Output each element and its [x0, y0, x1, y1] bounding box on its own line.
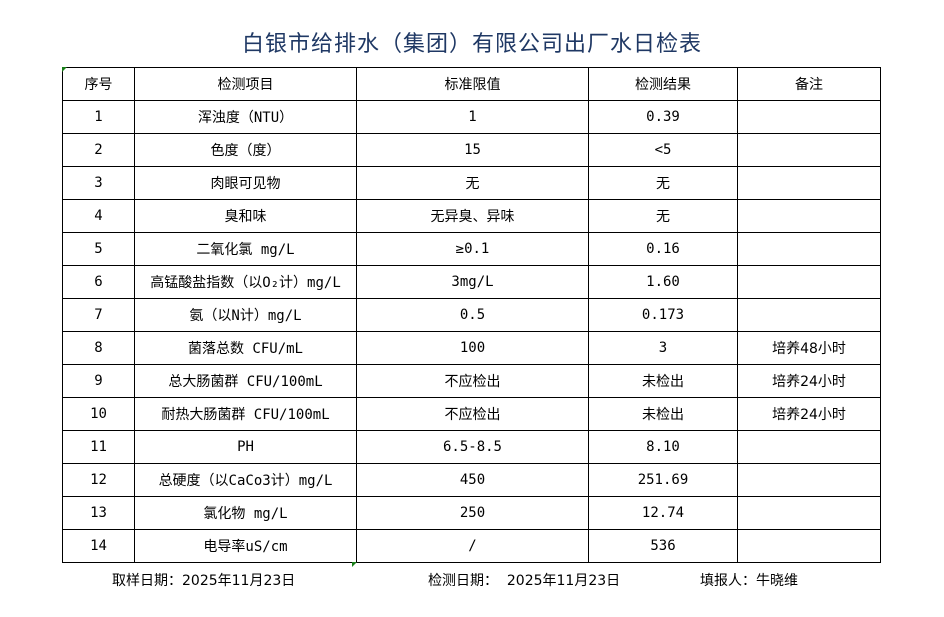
cell-marker-icon	[352, 562, 357, 567]
inspection-table: 序号 检测项目 标准限值 检测结果 备注 1 浑浊度（NTU） 1 0.39 2 色度（度…	[62, 67, 881, 563]
cell-result: 12.74	[588, 496, 738, 530]
cell-index: 9	[62, 364, 135, 398]
cell-index: 2	[62, 133, 135, 167]
cell-index: 4	[62, 199, 135, 233]
cell-remark	[737, 199, 881, 233]
table-row: 3 肉眼可见物无无	[62, 166, 881, 200]
cell-marker-icon	[62, 67, 67, 72]
table-row: 11 PH 6.5-8.5 8.10	[62, 430, 881, 464]
cell-remark	[737, 529, 881, 563]
cell-standard-limit: 不应检出	[356, 364, 589, 398]
cell-index: 11	[62, 430, 135, 464]
cell-standard-limit: 1	[356, 100, 589, 134]
reporter: 填报人：牛晓维	[700, 573, 798, 589]
cell-index: 14	[62, 529, 135, 563]
cell-remark	[737, 133, 881, 167]
cell-standard-limit: ≥0.1	[356, 232, 589, 266]
cell-remark: 培养48小时	[737, 331, 881, 365]
cell-result: 0.39	[588, 100, 738, 134]
cell-item: 浑浊度（NTU）	[134, 100, 357, 134]
cell-remark	[737, 166, 881, 200]
cell-item: 总大肠菌群 CFU/100mL	[134, 364, 357, 398]
cell-index: 8	[62, 331, 135, 365]
table-row: 5 二氧化氯 mg/L ≥0.1 0.16	[62, 232, 881, 266]
cell-index: 10	[62, 397, 135, 431]
cell-standard-limit: 450	[356, 463, 589, 497]
header-cell: 序号	[62, 67, 135, 101]
cell-index: 6	[62, 265, 135, 299]
cell-standard-limit: 3mg/L	[356, 265, 589, 299]
cell-item: 臭和味	[134, 199, 357, 233]
cell-item: 耐热大肠菌群 CFU/100mL	[134, 397, 357, 431]
cell-remark	[737, 463, 881, 497]
cell-remark: 培养24小时	[737, 397, 881, 431]
cell-item: 色度（度）	[134, 133, 357, 167]
cell-index: 5	[62, 232, 135, 266]
cell-remark	[737, 100, 881, 134]
cell-item: 总硬度（以CaCo3计）mg/L	[134, 463, 357, 497]
cell-remark: 培养24小时	[737, 364, 881, 398]
cell-item: 高锰酸盐指数（以O₂计）mg/L	[134, 265, 357, 299]
cell-standard-limit: 无异臭、异味	[356, 199, 589, 233]
table-row: 4 臭和味 无异臭、异味无	[62, 199, 881, 233]
table-header-row: 序号 检测项目 标准限值 检测结果 备注	[62, 67, 881, 101]
table-row: 9 总大肠菌群 CFU/100mL 不应检出 未检出 培养24小时	[62, 364, 881, 398]
header-cell: 检测结果	[588, 67, 738, 101]
cell-result: <5	[588, 133, 738, 167]
cell-standard-limit: 100	[356, 331, 589, 365]
cell-result: 536	[588, 529, 738, 563]
cell-item: 氯化物 mg/L	[134, 496, 357, 530]
cell-index: 12	[62, 463, 135, 497]
cell-result: 1.60	[588, 265, 738, 299]
cell-remark	[737, 430, 881, 464]
cell-remark	[737, 496, 881, 530]
cell-result: 未检出	[588, 397, 738, 431]
cell-item: PH	[134, 430, 357, 464]
header-cell: 检测项目	[134, 67, 357, 101]
cell-standard-limit: 250	[356, 496, 589, 530]
cell-item: 氨（以N计）mg/L	[134, 298, 357, 332]
table-row: 6 高锰酸盐指数（以O₂计）mg/L 3mg/L 1.60	[62, 265, 881, 299]
cell-result: 未检出	[588, 364, 738, 398]
cell-remark	[737, 298, 881, 332]
cell-standard-limit: 0.5	[356, 298, 589, 332]
cell-result: 0.16	[588, 232, 738, 266]
table-row: 14 电导率uS/cm/536	[62, 529, 881, 563]
cell-result: 251.69	[588, 463, 738, 497]
cell-item: 肉眼可见物	[134, 166, 357, 200]
cell-index: 7	[62, 298, 135, 332]
cell-remark	[737, 232, 881, 266]
cell-result: 0.173	[588, 298, 738, 332]
cell-result: 无	[588, 199, 738, 233]
cell-index: 13	[62, 496, 135, 530]
table-row: 1 浑浊度（NTU） 1 0.39	[62, 100, 881, 134]
cell-item: 菌落总数 CFU/mL	[134, 331, 357, 365]
cell-standard-limit: 15	[356, 133, 589, 167]
cell-standard-limit: 不应检出	[356, 397, 589, 431]
table-row: 13 氯化物 mg/L 250 12.74	[62, 496, 881, 530]
cell-standard-limit: 6.5-8.5	[356, 430, 589, 464]
cell-remark	[737, 265, 881, 299]
page-title: 白银市给排水（集团）有限公司出厂水日检表	[241, 32, 702, 57]
cell-result: 3	[588, 331, 738, 365]
test-date: 检测日期： 2025年11月23日	[428, 573, 621, 589]
cell-result: 无	[588, 166, 738, 200]
table-row: 7 氨（以N计）mg/L 0.5 0.173	[62, 298, 881, 332]
cell-standard-limit: 无	[356, 166, 589, 200]
table-row: 8 菌落总数 CFU/mL 100 3 培养48小时	[62, 331, 881, 365]
sampling-date: 取样日期：2025年11月23日	[112, 573, 296, 589]
cell-item: 电导率uS/cm	[134, 529, 357, 563]
table-row: 2 色度（度） 15 <5	[62, 133, 881, 167]
cell-item: 二氧化氯 mg/L	[134, 232, 357, 266]
table-row: 12 总硬度（以CaCo3计）mg/L 450 251.69	[62, 463, 881, 497]
table-row: 10 耐热大肠菌群 CFU/100mL 不应检出 未检出 培养24小时	[62, 397, 881, 431]
cell-index: 3	[62, 166, 135, 200]
header-cell: 备注	[737, 67, 881, 101]
cell-standard-limit: /	[356, 529, 589, 563]
cell-result: 8.10	[588, 430, 738, 464]
header-cell: 标准限值	[356, 67, 589, 101]
cell-index: 1	[62, 100, 135, 134]
